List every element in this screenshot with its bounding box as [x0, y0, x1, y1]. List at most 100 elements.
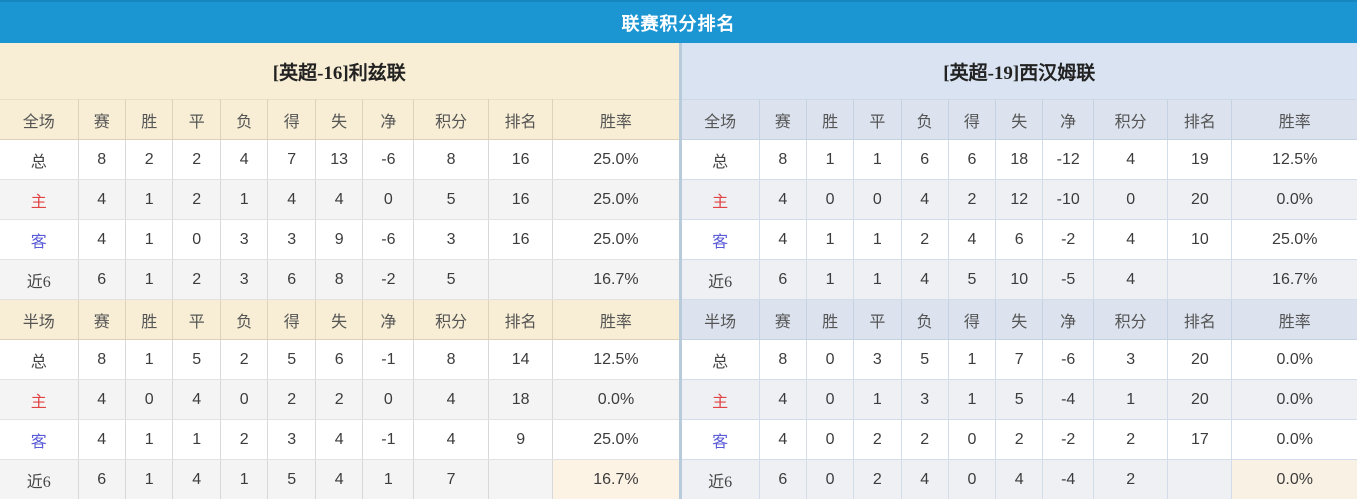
stat-cell: 4 — [758, 379, 807, 420]
points-cell: 3 — [1093, 339, 1169, 380]
table-row: 近6 6 1 4 1 5 4 1 7 16.7% — [0, 459, 679, 499]
rank-cell: 10 — [1167, 219, 1233, 260]
stat-cell: 1 — [219, 459, 269, 499]
stat-cell: 3 — [267, 219, 316, 260]
points-cell: 2 — [1093, 419, 1169, 460]
row-label: 总 — [681, 339, 760, 380]
stat-cell: 0 — [805, 379, 855, 420]
stat-cell: 0 — [805, 179, 855, 220]
stat-cell: 10 — [995, 259, 1044, 300]
rank-cell: 20 — [1167, 339, 1233, 380]
stat-cell: 18 — [995, 139, 1044, 180]
table-row: 近6 6 1 2 3 6 8 -2 5 16.7% — [0, 259, 679, 300]
winrate-cell: 0.0% — [552, 379, 679, 420]
row-label: 主 — [681, 379, 760, 420]
stat-cell: 2 — [995, 419, 1044, 460]
column-header-cell: 平 — [853, 99, 902, 140]
stat-cell: 2 — [900, 219, 949, 260]
stat-cell: 0 — [947, 459, 997, 499]
team-table-left: [英超-16]利兹联 全场赛胜平负得失净积分 排名 胜率总 8 2 2 4 7 13 -6 8 16 25… — [0, 43, 679, 499]
points-cell: 0 — [1093, 179, 1169, 220]
stat-cell: 1 — [124, 419, 174, 460]
stat-cell: -4 — [1042, 379, 1095, 420]
winrate-cell: 16.7% — [1231, 259, 1357, 300]
stat-cell: 3 — [853, 339, 902, 380]
column-header-cell: 平 — [853, 299, 902, 340]
stat-cell: 1 — [947, 339, 997, 380]
stat-cell: 2 — [219, 419, 269, 460]
column-header-cell: 得 — [947, 299, 997, 340]
stat-cell: -10 — [1042, 179, 1095, 220]
stat-cell: -2 — [362, 259, 415, 300]
stat-cell: 1 — [124, 459, 174, 499]
stat-cell: 0 — [805, 419, 855, 460]
stat-cell: 1 — [219, 179, 269, 220]
stat-cell: 1 — [853, 219, 902, 260]
table-row: 近6 6 1 1 4 5 10 -5 4 16.7% — [681, 259, 1357, 300]
column-header-cell: 积分 — [1093, 99, 1169, 140]
stat-cell: 12 — [995, 179, 1044, 220]
stat-cell: 4 — [219, 139, 269, 180]
winrate-cell: 16.7% — [552, 459, 679, 499]
stat-cell: 9 — [314, 219, 364, 260]
stat-cell: 6 — [758, 259, 807, 300]
row-label: 总 — [681, 139, 760, 180]
column-header-cell: 失 — [995, 99, 1044, 140]
points-cell: 4 — [413, 419, 489, 460]
row-label: 近6 — [681, 459, 760, 499]
rank-cell: 20 — [1167, 179, 1233, 220]
column-header-cell: 排名 — [1167, 299, 1233, 340]
stat-cell: 5 — [995, 379, 1044, 420]
row-label: 近6 — [0, 459, 79, 499]
stat-cell: 1 — [805, 259, 855, 300]
stat-cell: 4 — [758, 179, 807, 220]
stat-cell: 1 — [124, 259, 174, 300]
stat-cell: 0 — [805, 339, 855, 380]
stat-cell: 6 — [995, 219, 1044, 260]
stat-cell: 2 — [853, 419, 902, 460]
rank-cell — [487, 459, 554, 499]
stat-cell: 1 — [172, 419, 221, 460]
stat-cell: 1 — [805, 219, 855, 260]
stat-cell: 2 — [172, 259, 221, 300]
stat-cell: 4 — [172, 379, 221, 420]
table-row: 主 4 0 1 3 1 5 -4 1 20 0.0% — [681, 379, 1357, 420]
column-header-cell: 负 — [900, 299, 949, 340]
stat-cell: 4 — [77, 379, 127, 420]
column-header-cell: 排名 — [1167, 99, 1233, 140]
stat-cell: 6 — [314, 339, 364, 380]
stat-cell: 6 — [758, 459, 807, 499]
column-header-cell: 净 — [362, 99, 415, 140]
rank-cell: 17 — [1167, 419, 1233, 460]
stat-cell: 4 — [995, 459, 1044, 499]
column-header-cell: 负 — [219, 299, 269, 340]
stat-cell: 5 — [900, 339, 949, 380]
row-label: 总 — [0, 139, 79, 180]
rank-cell: 16 — [487, 179, 554, 220]
column-header-cell: 失 — [995, 299, 1044, 340]
row-label: 客 — [0, 419, 79, 460]
stat-cell: 1 — [124, 339, 174, 380]
points-cell: 5 — [413, 179, 489, 220]
stat-cell: 8 — [77, 139, 127, 180]
stat-cell: -6 — [362, 139, 415, 180]
points-cell: 3 — [413, 219, 489, 260]
stat-cell: 4 — [758, 219, 807, 260]
points-cell: 2 — [1093, 459, 1169, 499]
column-header-cell: 排名 — [487, 299, 554, 340]
winrate-cell: 0.0% — [1231, 379, 1357, 420]
team-name-right: [英超-19]西汉姆联 — [681, 43, 1357, 99]
winrate-cell: 25.0% — [552, 179, 679, 220]
points-cell: 4 — [1093, 219, 1169, 260]
page-title: 联赛积分排名 — [621, 13, 736, 34]
points-cell: 4 — [1093, 259, 1169, 300]
winrate-cell: 25.0% — [552, 419, 679, 460]
row-label: 客 — [681, 219, 760, 260]
winrate-cell: 25.0% — [552, 139, 679, 180]
row-label: 总 — [0, 339, 79, 380]
column-header-cell: 平 — [172, 299, 221, 340]
stat-cell: 2 — [267, 379, 316, 420]
table-row: 客 4 0 2 2 0 2 -2 2 17 0.0% — [681, 419, 1357, 460]
row-label: 客 — [0, 219, 79, 260]
column-header-cell: 负 — [900, 99, 949, 140]
